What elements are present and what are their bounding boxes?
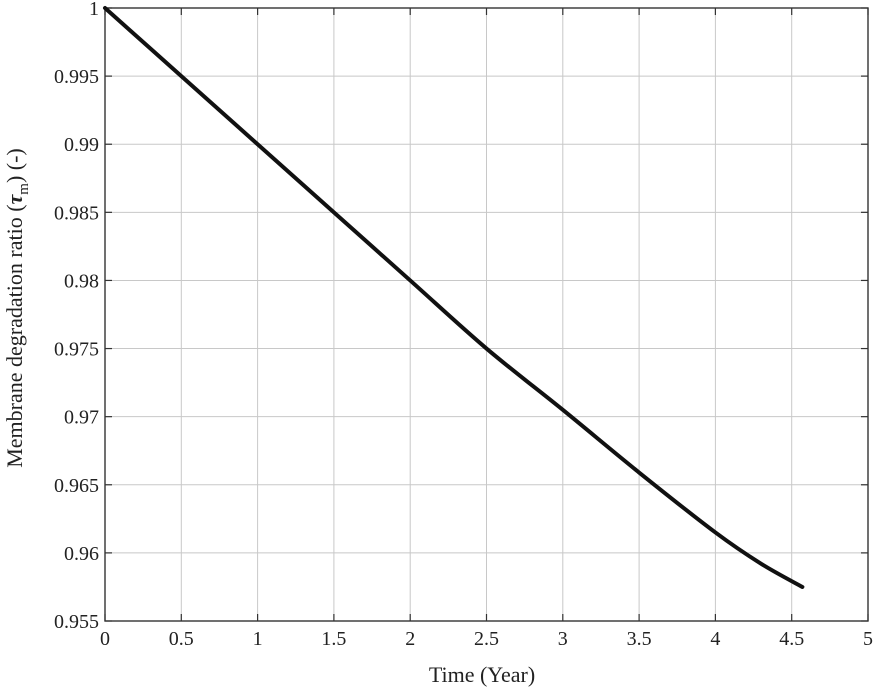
- x-axis-label: Time (Year): [429, 662, 535, 687]
- y-tick-label: 0.955: [54, 611, 99, 633]
- x-tick-label: 2: [405, 628, 415, 650]
- y-axis-label-prefix: Membrane degradation ratio (: [2, 204, 27, 467]
- y-axis-label-symbol: τ: [2, 193, 27, 204]
- y-tick-labels: 0.955 0.96 0.965 0.97 0.975 0.98 0.985 0.99 0.99…: [54, 0, 99, 633]
- x-tick-label: 2.5: [474, 628, 499, 650]
- x-tick-label: 4: [710, 628, 720, 650]
- x-tick-labels: 0 0.5 1 1.5 2 2.5 3 3.5 4 4.5 5: [100, 628, 873, 650]
- series-layer: [103, 6, 805, 589]
- x-tick-label: 4.5: [779, 628, 804, 650]
- y-tick-label: 0.98: [64, 270, 99, 292]
- y-tick-label: 1: [89, 0, 99, 20]
- series-line: [103, 6, 805, 589]
- x-tick-label: 0: [100, 628, 110, 650]
- grid-lines: [104, 7, 869, 622]
- y-axis-label: Membrane degradation ratio (τm) (-): [2, 148, 32, 468]
- x-tick-label: 1.5: [321, 628, 346, 650]
- x-tick-label: 3: [558, 628, 568, 650]
- plot-frame: [104, 7, 869, 622]
- x-tick-label: 0.5: [169, 628, 194, 650]
- y-tick-label: 0.97: [64, 407, 99, 429]
- x-tick-label: 3.5: [627, 628, 652, 650]
- y-tick-label: 0.965: [54, 475, 99, 497]
- y-tick-label: 0.995: [54, 66, 99, 88]
- y-axis-label-suffix: ) (-): [2, 148, 27, 183]
- x-tick-label: 1: [253, 628, 263, 650]
- y-tick-label: 0.975: [54, 339, 99, 361]
- y-tick-label: 0.99: [64, 134, 99, 156]
- y-axis-label-subscript: m: [16, 183, 32, 195]
- x-tick-label: 5: [863, 628, 873, 650]
- y-tick-label: 0.985: [54, 202, 99, 224]
- y-tick-label: 0.96: [64, 543, 99, 565]
